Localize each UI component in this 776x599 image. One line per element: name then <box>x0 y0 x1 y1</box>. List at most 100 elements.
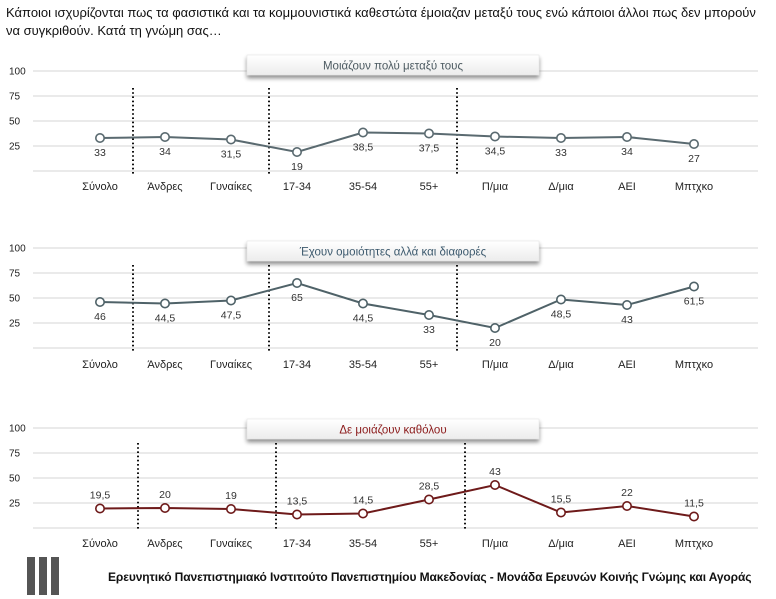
data-point <box>423 494 434 505</box>
data-point <box>226 503 237 514</box>
data-point <box>95 503 106 514</box>
data-label: 20 <box>159 489 171 501</box>
data-point <box>291 147 302 158</box>
chart-title: Έχουν ομοιότητες αλλά και διαφορές <box>299 247 487 259</box>
x-category-label: Δ/μια <box>548 359 574 371</box>
title-box-background <box>246 240 540 262</box>
data-label: 22 <box>621 487 633 499</box>
data-point <box>226 134 237 145</box>
x-category-label: 17-34 <box>283 359 311 371</box>
data-point <box>555 133 566 144</box>
data-label: 37,5 <box>419 143 440 155</box>
chart-title: Δε μοιάζουν καθόλου <box>339 425 446 437</box>
data-label: 47,5 <box>221 310 242 322</box>
data-point <box>489 322 500 333</box>
data-point <box>555 294 566 305</box>
data-label: 20 <box>489 337 501 349</box>
data-label: 15,5 <box>551 494 572 506</box>
data-point <box>160 502 171 513</box>
data-label: 33 <box>94 147 106 159</box>
x-category-label: ΑΕΙ <box>618 359 636 371</box>
x-category-label: Σύνολο <box>82 538 118 550</box>
series-line <box>99 281 695 330</box>
y-tick-label: 25 <box>9 319 21 330</box>
data-point <box>555 507 566 518</box>
x-category-label: Γυναίκες <box>210 359 252 371</box>
data-point <box>621 132 632 143</box>
chart-3: 100 75 50 25 Δε μοιάζουν καθόλου 19,5 20 19 13,5… <box>9 418 758 550</box>
x-category-label: ΑΕΙ <box>618 181 636 193</box>
y-tick-label: 100 <box>9 424 26 435</box>
data-label: 34 <box>159 146 171 158</box>
x-category-label: Άνδρες <box>147 538 182 550</box>
data-label: 11,5 <box>684 498 704 510</box>
x-category-label: 17-34 <box>283 181 311 193</box>
chart-title-box <box>246 54 540 76</box>
y-tick-label: 25 <box>9 142 21 153</box>
x-category-label: Σύνολο <box>82 181 118 193</box>
data-point <box>423 128 434 139</box>
footer-text: Ερευνητικό Πανεπιστημιακό Ινστιτούτο Παν… <box>108 570 752 584</box>
y-tick-label: 50 <box>9 117 21 128</box>
x-category-label: Άνδρες <box>147 359 182 371</box>
bars-logo-icon <box>27 557 61 595</box>
data-point <box>226 295 237 306</box>
y-tick-label: 75 <box>9 92 21 103</box>
data-point <box>357 127 368 138</box>
data-point <box>621 299 632 310</box>
x-category-label: Δ/μια <box>548 181 574 193</box>
data-label: 13,5 <box>287 496 308 508</box>
data-label: 31,5 <box>221 149 242 161</box>
x-category-label: Γυναίκες <box>210 538 252 550</box>
x-category-label: Μπτχκο <box>675 538 713 550</box>
y-tick-label: 75 <box>9 449 21 460</box>
data-label: 44,5 <box>353 313 374 325</box>
data-label: 38,5 <box>353 142 374 154</box>
chart-2: 100 75 50 25 Έχουν ομοιότητες αλλά και διαφο… <box>9 240 758 371</box>
data-point <box>291 277 302 288</box>
x-category-label: Μπτχκο <box>675 359 713 371</box>
x-category-label: 17-34 <box>283 538 311 550</box>
data-point <box>160 132 171 143</box>
data-label: 44,5 <box>155 313 176 325</box>
data-label: 19,5 <box>90 490 111 502</box>
data-label: 27 <box>688 153 700 165</box>
chart-title-box <box>246 240 540 262</box>
y-tick-label: 75 <box>9 269 21 280</box>
y-tick-label: 25 <box>9 499 21 510</box>
data-point <box>423 309 434 320</box>
data-point <box>291 509 302 520</box>
x-category-label: ΑΕΙ <box>618 538 636 550</box>
data-label: 19 <box>291 161 303 173</box>
question-text: Κάποιοι ισχυρίζονται πως τα φασιστικά κα… <box>6 5 756 38</box>
data-label: 33 <box>555 147 567 159</box>
series-line <box>99 483 695 518</box>
data-point <box>357 508 368 519</box>
data-label: 28,5 <box>419 481 440 493</box>
data-point <box>489 131 500 142</box>
y-tick-label: 50 <box>9 294 21 305</box>
data-point <box>357 298 368 309</box>
data-point <box>688 511 699 522</box>
data-label: 61,5 <box>684 296 705 308</box>
data-label: 19 <box>225 490 237 502</box>
title-box-background <box>246 418 540 440</box>
y-tick-label: 100 <box>9 244 26 255</box>
data-point <box>688 281 699 292</box>
x-category-label: 55+ <box>420 181 439 193</box>
x-category-label: 55+ <box>420 359 439 371</box>
x-category-label: Άνδρες <box>147 181 182 193</box>
chart-title: Μοιάζουν πολύ μεταξύ τους <box>323 61 463 73</box>
data-label: 48,5 <box>551 309 572 321</box>
x-category-label: Π/μια <box>482 538 509 550</box>
x-category-label: 35-54 <box>349 538 377 550</box>
chart-1: 100 75 50 25 Μοιάζουν πολύ μεταξύ τους 33 34 31… <box>9 54 758 193</box>
y-tick-label: 50 <box>9 474 21 485</box>
chart-title-box <box>246 418 540 440</box>
data-point <box>95 296 106 307</box>
x-category-label: 35-54 <box>349 359 377 371</box>
data-point <box>95 133 106 144</box>
data-point <box>621 500 632 511</box>
data-label: 34 <box>621 146 633 158</box>
